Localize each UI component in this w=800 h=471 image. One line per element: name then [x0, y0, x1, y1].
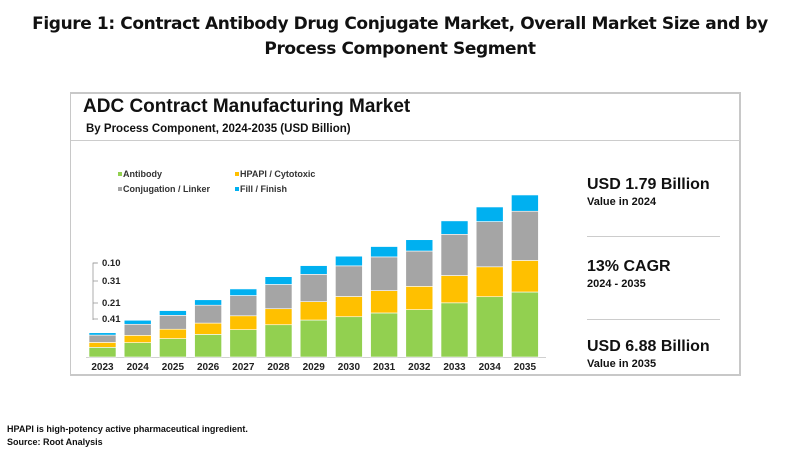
legend-swatch-antibody: [118, 172, 122, 176]
stat-cagr: 13% CAGR 2024 - 2035: [587, 258, 671, 290]
bar-segment-antibody-2032: [405, 309, 434, 358]
header-divider: [71, 140, 740, 141]
figure-title: Figure 1: Contract Antibody Drug Conjuga…: [32, 14, 768, 59]
x-tick-label-2033: 2033: [443, 362, 466, 373]
bar-segment-fill-finish-2028: [264, 276, 293, 285]
stat-label: Value in 2035: [587, 358, 657, 370]
legend-label: Fill / Finish: [240, 184, 287, 194]
bar-segment-antibody-2029: [299, 319, 328, 358]
legend-swatch-fill-finish: [235, 187, 239, 191]
legend-label: Conjugation / Linker: [123, 184, 210, 194]
bar-segment-fill-finish-2026: [194, 299, 222, 306]
x-tick-label-2031: 2031: [373, 362, 396, 373]
bar-segment-conjugation-linker-2031: [370, 256, 398, 291]
x-tick-label-2023: 2023: [91, 362, 114, 373]
annotation-bracket: [92, 262, 97, 320]
x-tick-label-2030: 2030: [338, 362, 361, 373]
bar-segment-antibody-2024: [123, 342, 152, 358]
bar-segment-hpapi-cytotoxic-2024: [123, 335, 152, 343]
bar-segment-hpapi-cytotoxic-2035: [511, 260, 539, 293]
bar-segment-hpapi-cytotoxic-2029: [299, 301, 328, 321]
bar-segment-hpapi-cytotoxic-2031: [370, 290, 398, 314]
bar-segment-conjugation-linker-2027: [229, 295, 258, 317]
stat-divider: [587, 236, 720, 237]
chart-title: ADC Contract Manufacturing Market: [83, 96, 411, 117]
bar-segment-hpapi-cytotoxic-2032: [405, 286, 434, 310]
bar-segment-hpapi-cytotoxic-2033: [440, 275, 469, 304]
bar-segment-fill-finish-2029: [299, 265, 328, 275]
source-note: Source: Root Analysis: [7, 437, 103, 447]
bar-segment-fill-finish-2032: [405, 239, 434, 252]
stat-value: 13% CAGR: [587, 258, 671, 275]
bar-segment-hpapi-cytotoxic-2028: [264, 308, 293, 326]
bar-segment-fill-finish-2030: [335, 255, 363, 267]
stat-value: USD 6.88 Billion: [587, 338, 710, 355]
stat-value: USD 1.79 Billion: [587, 176, 710, 193]
bar-segment-antibody-2031: [370, 312, 398, 358]
bar-segment-conjugation-linker-2028: [264, 284, 293, 310]
bar-segment-conjugation-linker-2033: [440, 234, 469, 276]
x-tick-label-2034: 2034: [479, 362, 502, 373]
bar-segment-fill-finish-2024: [123, 319, 152, 325]
bar-segment-conjugation-linker-2024: [123, 323, 152, 336]
bar-segment-hpapi-cytotoxic-2025: [159, 328, 187, 339]
bar-segment-hpapi-cytotoxic-2034: [475, 266, 504, 298]
legend-label: Antibody: [123, 169, 162, 179]
annotation-label: 0.10: [102, 258, 121, 269]
bar-segment-conjugation-linker-2029: [299, 274, 328, 302]
bar-segment-fill-finish-2031: [370, 246, 398, 258]
stat-divider: [587, 319, 720, 320]
annotation-label: 0.41: [102, 314, 121, 325]
stat-label: 2024 - 2035: [587, 278, 646, 290]
bar-segment-conjugation-linker-2032: [405, 250, 434, 287]
bar-segment-antibody-2034: [475, 296, 504, 358]
bar-segment-antibody-2026: [194, 334, 222, 358]
bar-segment-antibody-2035: [511, 291, 539, 358]
x-tick-label-2025: 2025: [162, 362, 185, 373]
bar-segment-hpapi-cytotoxic-2027: [229, 315, 258, 330]
chart-panel: [70, 92, 741, 376]
bar-segment-hpapi-cytotoxic-2030: [335, 296, 363, 318]
chart-subtitle: By Process Component, 2024-2035 (USD Bil…: [86, 123, 351, 135]
stat-2035: USD 6.88 Billion Value in 2035: [587, 338, 710, 370]
bar-segment-conjugation-linker-2026: [194, 304, 222, 324]
x-tick-label-2027: 2027: [232, 362, 255, 373]
annotation-label: 0.31: [102, 276, 121, 287]
legend-label: HPAPI / Cytotoxic: [240, 169, 315, 179]
bar-segment-fill-finish-2025: [159, 310, 187, 316]
bar-segment-antibody-2030: [335, 316, 363, 358]
x-tick-label-2029: 2029: [303, 362, 326, 373]
x-tick-label-2032: 2032: [408, 362, 431, 373]
bar-segment-conjugation-linker-2034: [475, 221, 504, 268]
bar-segment-conjugation-linker-2035: [511, 210, 539, 261]
bar-segment-antibody-2027: [229, 329, 258, 358]
legend-swatch-conjugation-linker: [118, 187, 122, 191]
bar-segment-fill-finish-2023: [88, 332, 117, 336]
bar-segment-fill-finish-2033: [440, 220, 469, 235]
annotation-label: 0.21: [102, 298, 121, 309]
bar-segment-antibody-2025: [159, 338, 187, 358]
stat-label: Value in 2024: [587, 196, 657, 208]
x-tick-label-2026: 2026: [197, 362, 220, 373]
legend-swatch-hpapi-cytotoxic: [235, 172, 239, 176]
bar-segment-fill-finish-2027: [229, 288, 258, 296]
x-tick-label-2035: 2035: [514, 362, 537, 373]
bar-segment-antibody-2023: [88, 347, 117, 358]
footnote: HPAPI is high-potency active pharmaceuti…: [7, 424, 248, 434]
bar-segment-conjugation-linker-2023: [88, 334, 117, 343]
bar-segment-conjugation-linker-2025: [159, 315, 187, 330]
bar-segment-fill-finish-2035: [511, 194, 539, 212]
bar-segment-fill-finish-2034: [475, 206, 504, 222]
stat-2024: USD 1.79 Billion Value in 2024: [587, 176, 710, 208]
bar-segment-antibody-2033: [440, 302, 469, 358]
bar-segment-hpapi-cytotoxic-2023: [88, 342, 117, 348]
x-tick-label-2024: 2024: [127, 362, 150, 373]
x-tick-label-2028: 2028: [267, 362, 290, 373]
bar-segment-conjugation-linker-2030: [335, 265, 363, 297]
bar-segment-antibody-2028: [264, 324, 293, 358]
bar-segment-hpapi-cytotoxic-2026: [194, 322, 222, 335]
